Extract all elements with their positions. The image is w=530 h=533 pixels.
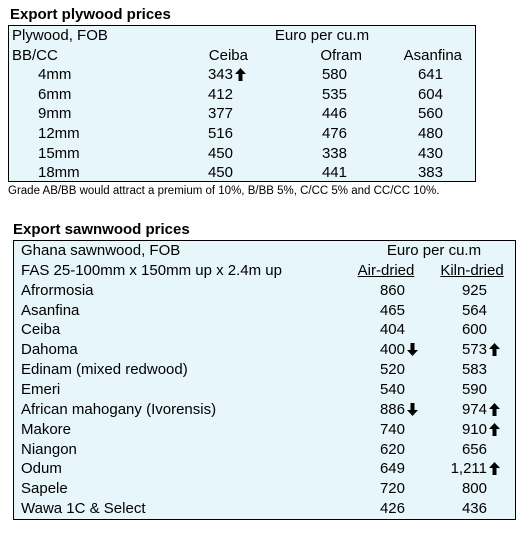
header-unit: Euro per cu.m bbox=[274, 27, 370, 44]
price: 446 bbox=[321, 105, 347, 123]
plywood-note: Grade AB/BB would attract a premium of 1… bbox=[8, 185, 440, 197]
row-label: Sapele bbox=[21, 480, 68, 498]
header-label: FAS 25-100mm x 150mm up x 2.4m up bbox=[21, 261, 282, 279]
price: 564 bbox=[461, 301, 487, 319]
price: 535 bbox=[321, 85, 347, 103]
price: 590 bbox=[461, 380, 487, 398]
row-label: Wawa 1C & Select bbox=[21, 500, 146, 518]
price: 412 bbox=[207, 85, 233, 103]
arrow-up bbox=[489, 402, 500, 416]
price: 800 bbox=[461, 480, 487, 498]
row-label: 6mm bbox=[38, 85, 72, 103]
price: 620 bbox=[379, 440, 405, 458]
price: 465 bbox=[379, 301, 405, 319]
price: 974 bbox=[461, 400, 487, 418]
price: 573 bbox=[461, 341, 487, 359]
price: 583 bbox=[461, 361, 487, 379]
price: 400 bbox=[379, 341, 405, 359]
arrow-up bbox=[489, 343, 500, 357]
row-label: Asanfina bbox=[21, 301, 80, 319]
price: 383 bbox=[417, 164, 443, 182]
price: 480 bbox=[417, 125, 443, 142]
header-unit: Euro per cu.m bbox=[386, 242, 482, 259]
plywood-title: Export plywood prices bbox=[10, 6, 171, 23]
price: 450 bbox=[207, 144, 233, 162]
price: 560 bbox=[417, 105, 443, 123]
price: 476 bbox=[321, 125, 347, 142]
arrow-up bbox=[489, 462, 500, 476]
price: 1,211 bbox=[450, 460, 487, 478]
price: 540 bbox=[379, 380, 405, 398]
price: 441 bbox=[321, 164, 347, 182]
column-header: Asanfina bbox=[403, 46, 462, 64]
header-label: BB/CC bbox=[12, 46, 58, 64]
row-label: Ceiba bbox=[21, 321, 61, 339]
arrow-up bbox=[489, 422, 500, 436]
row-label: Odum bbox=[21, 460, 62, 478]
row-label: 9mm bbox=[38, 105, 72, 123]
price: 886 bbox=[379, 400, 405, 418]
row-label: 18mm bbox=[38, 164, 80, 182]
price: 516 bbox=[207, 125, 233, 142]
row-label: 4mm bbox=[38, 66, 72, 84]
row-label: Niangon bbox=[21, 440, 77, 458]
row-label: Dahoma bbox=[21, 341, 78, 359]
row-label: Edinam (mixed redwood) bbox=[21, 361, 188, 379]
price: 656 bbox=[461, 440, 487, 458]
price: 604 bbox=[417, 85, 443, 103]
price: 404 bbox=[379, 321, 405, 339]
price: 910 bbox=[461, 420, 487, 438]
row-label: Emeri bbox=[21, 380, 61, 398]
column-header: Ofram bbox=[320, 46, 362, 64]
price: 377 bbox=[207, 105, 233, 123]
header-label: Plywood, FOB bbox=[12, 27, 108, 44]
row-label: 12mm bbox=[38, 125, 80, 142]
price: 343 bbox=[207, 66, 233, 84]
row-label: 15mm bbox=[38, 144, 80, 162]
header-label: Ghana sawnwood, FOB bbox=[21, 242, 181, 259]
row-label: Afrormosia bbox=[21, 281, 94, 299]
price: 860 bbox=[379, 281, 405, 299]
price: 580 bbox=[321, 66, 347, 84]
price: 641 bbox=[417, 66, 443, 84]
price: 426 bbox=[379, 500, 405, 518]
price: 600 bbox=[461, 321, 487, 339]
price: 720 bbox=[379, 480, 405, 498]
arrow-down bbox=[407, 402, 418, 416]
row-label: African mahogany (Ivorensis) bbox=[21, 400, 217, 418]
price: 520 bbox=[379, 361, 405, 379]
price: 925 bbox=[461, 281, 487, 299]
sawnwood-title: Export sawnwood prices bbox=[13, 221, 190, 238]
price: 430 bbox=[417, 144, 443, 162]
arrow-down bbox=[407, 343, 418, 357]
arrow-up bbox=[235, 68, 246, 82]
price: 338 bbox=[321, 144, 347, 162]
column-header: Air-dried bbox=[357, 261, 415, 279]
price: 450 bbox=[207, 164, 233, 182]
column-header: Ceiba bbox=[208, 46, 248, 64]
row-label: Makore bbox=[21, 420, 72, 438]
price: 740 bbox=[379, 420, 405, 438]
price: 436 bbox=[461, 500, 487, 518]
column-header: Kiln-dried bbox=[440, 261, 504, 279]
price: 649 bbox=[379, 460, 405, 478]
plywood-table bbox=[8, 25, 476, 182]
sawnwood-table bbox=[13, 240, 516, 520]
